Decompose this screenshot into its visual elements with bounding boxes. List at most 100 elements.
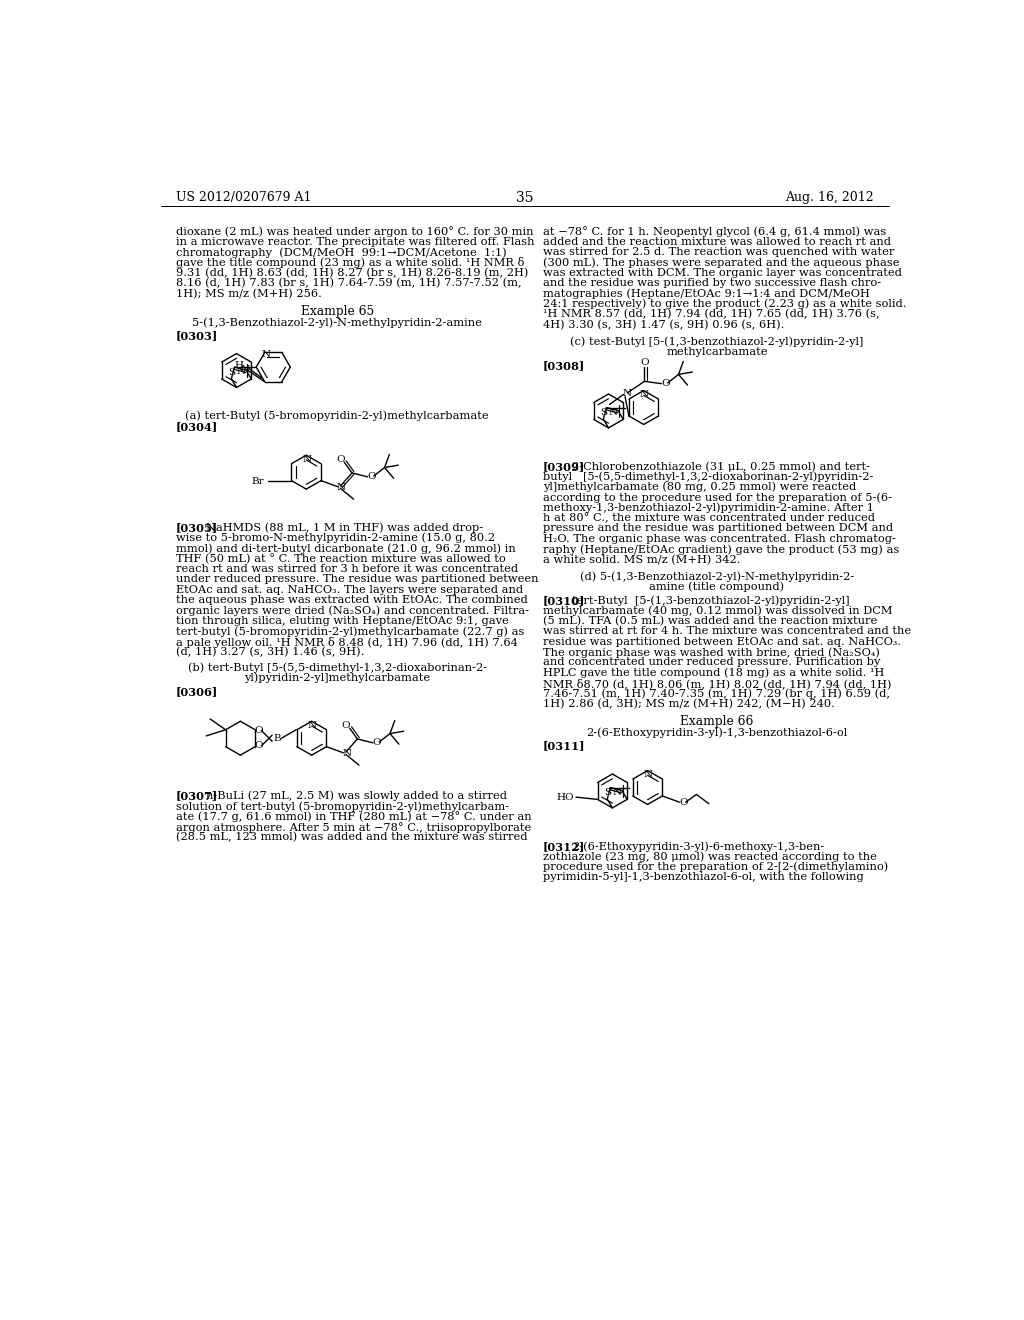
- Text: tion through silica, eluting with Heptane/EtOAc 9:1, gave: tion through silica, eluting with Heptan…: [176, 615, 509, 626]
- Text: O: O: [640, 358, 649, 367]
- Text: N: N: [612, 788, 622, 797]
- Text: added and the reaction mixture was allowed to reach rt and: added and the reaction mixture was allow…: [543, 236, 891, 247]
- Text: [0306]: [0306]: [176, 686, 218, 697]
- Text: [0310]: [0310]: [543, 595, 585, 606]
- Text: NaHMDS (88 mL, 1 M in THF) was added drop-: NaHMDS (88 mL, 1 M in THF) was added dro…: [206, 523, 482, 533]
- Text: (28.5 mL, 123 mmol) was added and the mixture was stirred: (28.5 mL, 123 mmol) was added and the mi…: [176, 832, 527, 842]
- Text: methylcarbamate: methylcarbamate: [667, 347, 768, 356]
- Text: O: O: [662, 379, 670, 388]
- Text: N: N: [623, 389, 632, 399]
- Text: argon atmosphere. After 5 min at −78° C., triisopropylborate: argon atmosphere. After 5 min at −78° C.…: [176, 822, 531, 833]
- Text: (d) 5-(1,3-Benzothiazol-2-yl)-N-methylpyridin-2-: (d) 5-(1,3-Benzothiazol-2-yl)-N-methylpy…: [580, 572, 854, 582]
- Text: 24:1 respectively) to give the product (2.23 g) as a white solid.: 24:1 respectively) to give the product (…: [543, 298, 906, 309]
- Text: N: N: [342, 750, 351, 758]
- Text: 7.46-7.51 (m, 1H) 7.40-7.35 (m, 1H) 7.29 (br q, 1H) 6.59 (d,: 7.46-7.51 (m, 1H) 7.40-7.35 (m, 1H) 7.29…: [543, 689, 890, 700]
- Text: methylcarbamate (40 mg, 0.12 mmol) was dissolved in DCM: methylcarbamate (40 mg, 0.12 mmol) was d…: [543, 606, 892, 616]
- Text: pressure and the residue was partitioned between DCM and: pressure and the residue was partitioned…: [543, 524, 893, 533]
- Text: 1H) 2.86 (d, 3H); MS m/z (M+H) 242, (M−H) 240.: 1H) 2.86 (d, 3H); MS m/z (M+H) 242, (M−H…: [543, 700, 835, 709]
- Text: butyl   [5-(5,5-dimethyl-1,3,2-dioxaborinan-2-yl)pyridin-2-: butyl [5-(5,5-dimethyl-1,3,2-dioxaborina…: [543, 471, 873, 482]
- Text: B: B: [273, 734, 281, 743]
- Text: Example 65: Example 65: [301, 305, 374, 318]
- Text: N: N: [337, 483, 346, 492]
- Text: was stirred for 2.5 d. The reaction was quenched with water: was stirred for 2.5 d. The reaction was …: [543, 247, 894, 257]
- Text: ate (17.7 g, 61.6 mmol) in THF (280 mL) at −78° C. under an: ate (17.7 g, 61.6 mmol) in THF (280 mL) …: [176, 812, 531, 822]
- Text: zothiazole (23 mg, 80 μmol) was reacted according to the: zothiazole (23 mg, 80 μmol) was reacted …: [543, 851, 877, 862]
- Text: a white solid. MS m/z (M+H) 342.: a white solid. MS m/z (M+H) 342.: [543, 554, 740, 565]
- Text: ¹H NMR 8.57 (dd, 1H) 7.94 (dd, 1H) 7.65 (dd, 1H) 3.76 (s,: ¹H NMR 8.57 (dd, 1H) 7.94 (dd, 1H) 7.65 …: [543, 309, 880, 319]
- Text: raphy (Heptane/EtOAc gradient) gave the product (53 mg) as: raphy (Heptane/EtOAc gradient) gave the …: [543, 544, 899, 554]
- Text: 35: 35: [516, 190, 534, 205]
- Text: O: O: [254, 726, 262, 735]
- Text: Example 66: Example 66: [680, 715, 754, 729]
- Text: HPLC gave the title compound (18 mg) as a white solid. ¹H: HPLC gave the title compound (18 mg) as …: [543, 668, 884, 678]
- Text: O: O: [341, 721, 350, 730]
- Text: residue was partitioned between EtOAc and sat. aq. NaHCO₃.: residue was partitioned between EtOAc an…: [543, 636, 901, 647]
- Text: (a) tert-Butyl (5-bromopyridin-2-yl)methylcarbamate: (a) tert-Butyl (5-bromopyridin-2-yl)meth…: [185, 411, 489, 421]
- Text: methoxy-1,3-benzothiazol-2-yl)pyrimidin-2-amine. After 1: methoxy-1,3-benzothiazol-2-yl)pyrimidin-…: [543, 503, 873, 513]
- Text: 5-(1,3-Benzothiazol-2-yl)-N-methylpyridin-2-amine: 5-(1,3-Benzothiazol-2-yl)-N-methylpyridi…: [193, 317, 482, 327]
- Text: (b) tert-Butyl [5-(5,5-dimethyl-1,3,2-dioxaborinan-2-: (b) tert-Butyl [5-(5,5-dimethyl-1,3,2-di…: [187, 663, 486, 673]
- Text: in a microwave reactor. The precipitate was filtered off. Flash: in a microwave reactor. The precipitate …: [176, 236, 535, 247]
- Text: 2-(6-Ethoxypyridin-3-yl)-6-methoxy-1,3-ben-: 2-(6-Ethoxypyridin-3-yl)-6-methoxy-1,3-b…: [572, 841, 824, 851]
- Text: n-BuLi (27 mL, 2.5 M) was slowly added to a stirred: n-BuLi (27 mL, 2.5 M) was slowly added t…: [206, 791, 507, 801]
- Text: [0309]: [0309]: [543, 461, 585, 473]
- Text: tert-Butyl  [5-(1,3-benzothiazol-2-yl)pyridin-2-yl]: tert-Butyl [5-(1,3-benzothiazol-2-yl)pyr…: [572, 595, 850, 606]
- Text: the aqueous phase was extracted with EtOAc. The combined: the aqueous phase was extracted with EtO…: [176, 595, 527, 605]
- Text: 2-Chlorobenzothiazole (31 μL, 0.25 mmol) and tert-: 2-Chlorobenzothiazole (31 μL, 0.25 mmol)…: [572, 461, 870, 471]
- Text: N: N: [302, 454, 311, 463]
- Text: S: S: [600, 408, 607, 417]
- Text: EtOAc and sat. aq. NaHCO₃. The layers were separated and: EtOAc and sat. aq. NaHCO₃. The layers we…: [176, 585, 523, 594]
- Text: (5 mL). TFA (0.5 mL) was added and the reaction mixture: (5 mL). TFA (0.5 mL) was added and the r…: [543, 615, 877, 626]
- Text: h at 80° C., the mixture was concentrated under reduced: h at 80° C., the mixture was concentrate…: [543, 513, 874, 524]
- Text: [0307]: [0307]: [176, 791, 218, 801]
- Text: O: O: [254, 742, 262, 750]
- Text: 2-(6-Ethoxypyridin-3-yl)-1,3-benzothiazol-6-ol: 2-(6-Ethoxypyridin-3-yl)-1,3-benzothiazo…: [587, 727, 848, 738]
- Text: according to the procedure used for the preparation of 5-(6-: according to the procedure used for the …: [543, 492, 892, 503]
- Text: mmol) and di-tert-butyl dicarbonate (21.0 g, 96.2 mmol) in: mmol) and di-tert-butyl dicarbonate (21.…: [176, 543, 516, 553]
- Text: O: O: [336, 454, 345, 463]
- Text: dioxane (2 mL) was heated under argon to 160° C. for 30 min: dioxane (2 mL) was heated under argon to…: [176, 226, 534, 238]
- Text: O: O: [679, 799, 687, 808]
- Text: 9.31 (dd, 1H) 8.63 (dd, 1H) 8.27 (br s, 1H) 8.26-8.19 (m, 2H): 9.31 (dd, 1H) 8.63 (dd, 1H) 8.27 (br s, …: [176, 268, 528, 279]
- Text: [0308]: [0308]: [543, 360, 585, 371]
- Text: N: N: [609, 408, 618, 417]
- Text: [0304]: [0304]: [176, 421, 218, 433]
- Text: N: N: [308, 721, 317, 730]
- Text: gave the title compound (23 mg) as a white solid. ¹H NMR δ: gave the title compound (23 mg) as a whi…: [176, 257, 524, 268]
- Text: was extracted with DCM. The organic layer was concentrated: was extracted with DCM. The organic laye…: [543, 268, 901, 277]
- Text: (c) test-Butyl [5-(1,3-benzothiazol-2-yl)pyridin-2-yl]: (c) test-Butyl [5-(1,3-benzothiazol-2-yl…: [570, 337, 863, 347]
- Text: N: N: [240, 364, 249, 374]
- Text: tert-butyl (5-bromopyridin-2-yl)methylcarbamate (22.7 g) as: tert-butyl (5-bromopyridin-2-yl)methylca…: [176, 626, 524, 636]
- Text: pyrimidin-5-yl]-1,3-benzothiazol-6-ol, with the following: pyrimidin-5-yl]-1,3-benzothiazol-6-ol, w…: [543, 873, 863, 882]
- Text: (300 mL). The phases were separated and the aqueous phase: (300 mL). The phases were separated and …: [543, 257, 899, 268]
- Text: organic layers were dried (Na₂SO₄) and concentrated. Filtra-: organic layers were dried (Na₂SO₄) and c…: [176, 606, 529, 616]
- Text: [0312]: [0312]: [543, 841, 585, 851]
- Text: (d, 1H) 3.27 (s, 3H) 1.46 (s, 9H).: (d, 1H) 3.27 (s, 3H) 1.46 (s, 9H).: [176, 647, 365, 657]
- Text: yl)pyridin-2-yl]methylcarbamate: yl)pyridin-2-yl]methylcarbamate: [244, 672, 430, 682]
- Text: was stirred at rt for 4 h. The mixture was concentrated and the: was stirred at rt for 4 h. The mixture w…: [543, 626, 910, 636]
- Text: and concentrated under reduced pressure. Purification by: and concentrated under reduced pressure.…: [543, 657, 880, 668]
- Text: chromatography  (DCM/MeOH  99:1→DCM/Acetone  1:1): chromatography (DCM/MeOH 99:1→DCM/Aceton…: [176, 247, 507, 257]
- Text: The organic phase was washed with brine, dried (Na₂SO₄): The organic phase was washed with brine,…: [543, 647, 880, 657]
- Text: S: S: [227, 368, 234, 378]
- Text: Br: Br: [252, 477, 264, 486]
- Text: 8.16 (d, 1H) 7.83 (br s, 1H) 7.64-7.59 (m, 1H) 7.57-7.52 (m,: 8.16 (d, 1H) 7.83 (br s, 1H) 7.64-7.59 (…: [176, 279, 521, 289]
- Text: yl]methylcarbamate (80 mg, 0.25 mmol) were reacted: yl]methylcarbamate (80 mg, 0.25 mmol) we…: [543, 482, 856, 492]
- Text: reach rt and was stirred for 3 h before it was concentrated: reach rt and was stirred for 3 h before …: [176, 564, 518, 574]
- Text: and the residue was purified by two successive flash chro-: and the residue was purified by two succ…: [543, 279, 881, 288]
- Text: [0305]: [0305]: [176, 523, 218, 533]
- Text: solution of tert-butyl (5-bromopyridin-2-yl)methylcarbam-: solution of tert-butyl (5-bromopyridin-2…: [176, 801, 509, 812]
- Text: N: N: [644, 770, 653, 779]
- Text: Aug. 16, 2012: Aug. 16, 2012: [785, 190, 873, 203]
- Text: matographies (Heptane/EtOAc 9:1→1:4 and DCM/MeOH: matographies (Heptane/EtOAc 9:1→1:4 and …: [543, 289, 869, 300]
- Text: S: S: [604, 788, 611, 797]
- Text: US 2012/0207679 A1: US 2012/0207679 A1: [176, 190, 311, 203]
- Text: procedure used for the preparation of 2-[2-(dimethylamino): procedure used for the preparation of 2-…: [543, 862, 888, 873]
- Text: NMR δ8.70 (d, 1H) 8.06 (m, 1H) 8.02 (dd, 1H) 7.94 (dd, 1H): NMR δ8.70 (d, 1H) 8.06 (m, 1H) 8.02 (dd,…: [543, 678, 891, 689]
- Text: amine (title compound): amine (title compound): [649, 582, 784, 593]
- Text: under reduced pressure. The residue was partitioned between: under reduced pressure. The residue was …: [176, 574, 539, 585]
- Text: N: N: [237, 367, 246, 376]
- Text: at −78° C. for 1 h. Neopentyl glycol (6.4 g, 61.4 mmol) was: at −78° C. for 1 h. Neopentyl glycol (6.…: [543, 226, 886, 238]
- Text: N: N: [640, 389, 649, 399]
- Text: O: O: [373, 738, 381, 747]
